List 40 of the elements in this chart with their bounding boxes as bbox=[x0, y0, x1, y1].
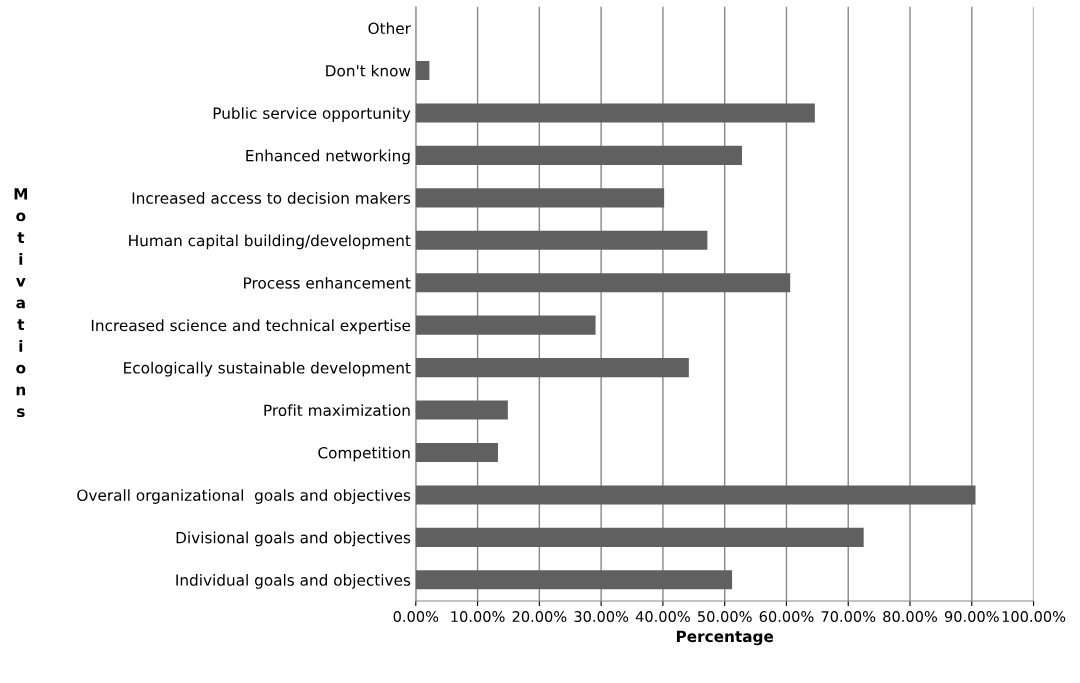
x-tick-label: 70.00% bbox=[821, 611, 876, 623]
y-tick-label: Don't know bbox=[326, 64, 411, 77]
bar bbox=[415, 230, 708, 250]
x-tick-label: 40.00% bbox=[635, 611, 690, 623]
x-tick-label: 90.00% bbox=[944, 611, 999, 623]
bar bbox=[415, 145, 742, 165]
bar bbox=[415, 60, 430, 81]
bar bbox=[415, 485, 976, 505]
y-tick-label: Enhanced networking bbox=[246, 149, 410, 165]
x-tick-label: 100.00% bbox=[1002, 611, 1066, 623]
y-tick-label: Divisional goals and objectives bbox=[176, 531, 411, 547]
text: Motivations bbox=[14, 188, 28, 418]
bar bbox=[415, 442, 498, 463]
y-tick-label: Overall organizational goals and objectives bbox=[77, 489, 411, 504]
x-tick-label: 30.00% bbox=[574, 611, 629, 623]
bar bbox=[415, 273, 791, 293]
y-tick-label: Process enhancement bbox=[244, 276, 411, 289]
y-tick-label: Other bbox=[368, 22, 411, 35]
y-tick-label: Competition bbox=[318, 446, 410, 462]
x-tick-label: 80.00% bbox=[883, 611, 938, 623]
x-tick-label: 50.00% bbox=[698, 611, 752, 623]
y-tick-label: Individual goals and objectives bbox=[176, 574, 411, 589]
y-tick-label: Increased science and technical expertise bbox=[91, 319, 411, 335]
x-axis-title: Percentage bbox=[676, 630, 774, 646]
bar bbox=[415, 103, 815, 123]
y-tick-label: Increased access to decision makers bbox=[132, 192, 411, 204]
bar bbox=[415, 188, 665, 208]
bar bbox=[415, 315, 596, 335]
bar bbox=[415, 400, 508, 420]
bar bbox=[415, 527, 864, 547]
x-tick-label: 20.00% bbox=[512, 611, 567, 623]
y-tick-label: Ecologically sustainable development bbox=[124, 361, 411, 377]
y-tick-label: Human capital building/development bbox=[129, 234, 411, 250]
bar bbox=[415, 570, 733, 590]
x-tick-label: 10.00% bbox=[451, 611, 505, 623]
bar bbox=[415, 358, 689, 378]
y-tick-label: Profit maximization bbox=[264, 404, 410, 417]
y-tick-label: Public service opportunity bbox=[213, 107, 411, 122]
x-tick-label: 0.00% bbox=[393, 611, 439, 623]
x-tick-label: 60.00% bbox=[759, 611, 814, 623]
